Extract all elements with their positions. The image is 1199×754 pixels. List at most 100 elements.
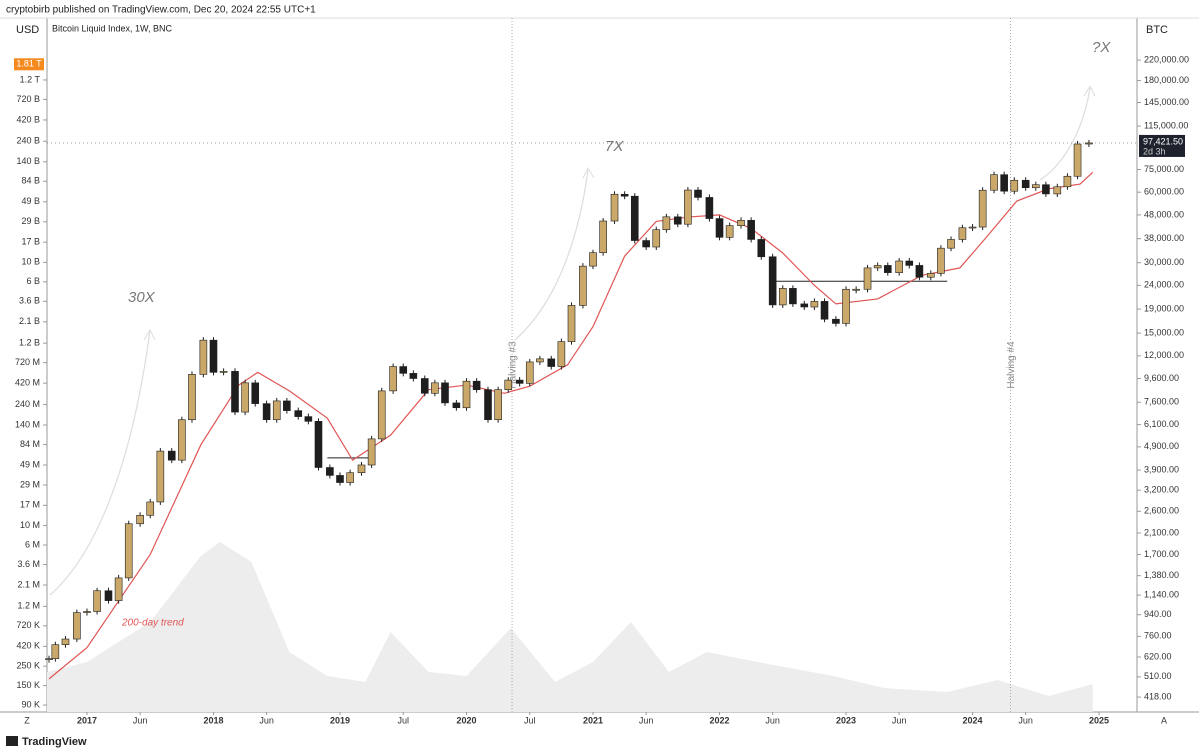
candle <box>630 195 639 241</box>
candle <box>525 361 534 384</box>
logo <box>6 736 18 746</box>
y-tick-label: 49 B <box>21 196 40 206</box>
candle <box>399 366 408 374</box>
footer: TradingView <box>22 736 87 748</box>
y-tick-label: 29 B <box>21 216 40 226</box>
volume-area <box>47 542 1093 712</box>
x-tick-label: Jun <box>1018 715 1033 725</box>
candle <box>684 189 692 225</box>
y-tick-label: 140 M <box>15 419 40 429</box>
candle <box>431 382 439 394</box>
candle <box>832 318 840 324</box>
y2-tick-label: 9,600.00 <box>1144 373 1179 383</box>
candle <box>61 638 70 645</box>
candle <box>1031 184 1040 189</box>
candle <box>1073 143 1082 177</box>
candle <box>978 189 987 228</box>
candle <box>536 358 544 363</box>
candle <box>958 227 967 240</box>
candle <box>895 260 903 273</box>
y2-tick-label: 3,900.00 <box>1144 464 1179 474</box>
annotation: ?X <box>1092 39 1111 56</box>
y2-tick-label: 220,000.00 <box>1144 55 1189 65</box>
candle <box>873 265 882 269</box>
candle <box>45 658 53 660</box>
candle <box>367 438 376 466</box>
y-tick-label: 3.6 B <box>19 296 40 306</box>
candle <box>694 189 702 198</box>
candle <box>863 267 872 290</box>
arrow <box>1039 87 1091 181</box>
y-tick-label: 150 K <box>16 680 40 690</box>
y2-tick-label: 1,140.00 <box>1144 589 1179 599</box>
price-label: 97,421.50 <box>1143 136 1183 146</box>
candle <box>219 371 228 373</box>
price-countdown: 2d 3h <box>1143 146 1166 156</box>
y2-tick-label: 115,000.00 <box>1144 120 1188 130</box>
y2-tick-label: 1,380.00 <box>1144 570 1179 580</box>
candle <box>231 371 239 413</box>
candle <box>1053 186 1062 195</box>
candle <box>93 590 101 612</box>
y-tick-label: 140 B <box>16 156 40 166</box>
x-tick-label: Jun <box>133 715 148 725</box>
y2-tick-label: 75,000.00 <box>1144 164 1184 174</box>
y2-tick-label: 60,000.00 <box>1144 187 1184 197</box>
corner: Z <box>24 715 30 725</box>
arrow <box>514 169 589 341</box>
candle <box>725 225 734 238</box>
candle <box>990 174 998 191</box>
left-marker <box>14 58 44 71</box>
halving-label: Halving #3 <box>508 341 519 389</box>
candle <box>409 373 418 379</box>
y2-tick-label: 510.00 <box>1144 671 1172 681</box>
candle <box>673 216 682 225</box>
y-tick-label: 1.2 T <box>20 74 41 84</box>
y2-tick-label: 180,000.00 <box>1144 75 1189 85</box>
y-tick-label: 420 K <box>16 641 40 651</box>
price-box <box>1139 134 1185 157</box>
candle <box>241 382 249 413</box>
candle <box>883 265 892 273</box>
candle <box>484 389 492 421</box>
candle <box>199 339 208 375</box>
publisher: cryptobirb published on TradingView.com,… <box>6 5 316 16</box>
candle <box>947 239 955 249</box>
corner: A <box>1161 715 1167 725</box>
arrow <box>143 328 156 341</box>
y-tick-label: 720 B <box>16 94 40 104</box>
x-tick-label: Jul <box>524 715 536 725</box>
y-tick-label: 10 M <box>20 520 40 530</box>
candle <box>662 216 671 230</box>
x-tick-label: Jun <box>765 715 780 725</box>
candle <box>262 403 271 421</box>
y-tick-label: 17 B <box>21 237 40 247</box>
candle <box>304 416 313 422</box>
candle <box>472 380 481 390</box>
y2-tick-label: 145,000.00 <box>1144 97 1189 107</box>
trend-label: 200-day trend <box>121 618 184 629</box>
y2-tick-label: 418.00 <box>1144 691 1172 701</box>
right-unit: BTC <box>1146 24 1168 36</box>
y2-tick-label: 30,000.00 <box>1144 257 1184 267</box>
x-tick-label: 2018 <box>203 715 223 725</box>
candle <box>441 382 449 404</box>
candle <box>579 265 587 306</box>
x-tick-label: Jun <box>259 715 274 725</box>
candle <box>283 400 291 411</box>
y-tick-label: 17 M <box>20 500 40 510</box>
candle <box>842 288 850 324</box>
y2-tick-label: 2,600.00 <box>1144 506 1179 516</box>
y2-tick-label: 6,100.00 <box>1144 419 1179 429</box>
candle <box>156 450 165 503</box>
left-unit: USD <box>16 24 39 36</box>
candle <box>768 256 777 306</box>
halving-label: Halving #4 <box>1006 341 1017 389</box>
candle <box>389 366 397 392</box>
candle <box>357 464 366 474</box>
y-tick-label: 720 M <box>15 357 40 367</box>
candle <box>789 288 797 305</box>
x-tick-label: 2022 <box>710 715 730 725</box>
candle <box>124 523 133 579</box>
candle <box>589 252 597 267</box>
